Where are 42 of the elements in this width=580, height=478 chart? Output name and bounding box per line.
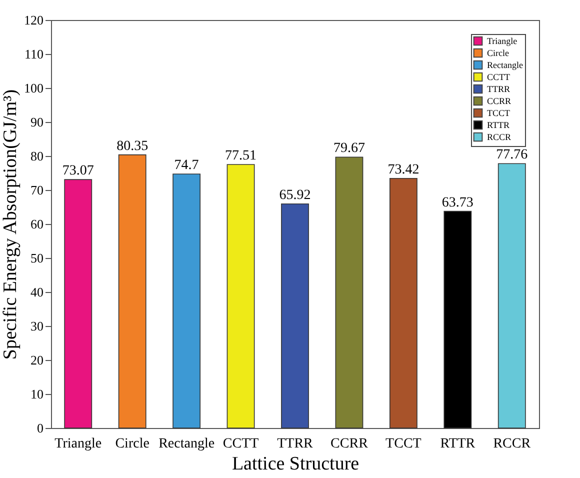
x-tick-label: RCCR [493,436,532,452]
y-tick-label: 40 [30,284,44,300]
y-tick-label: 0 [37,420,44,436]
legend-label: TTRR [487,84,510,94]
y-axis-title: Specific Energy Absorption(GJ/m³) [0,89,21,360]
x-tick-label: TTRR [277,436,314,452]
data-label: 73.07 [62,164,94,179]
legend-label: CCRR [487,96,512,106]
data-label: 79.67 [333,141,365,156]
legend-label: RTTR [487,120,510,130]
x-tick-label: RTTR [440,436,476,452]
legend-label: Rectangle [487,60,523,70]
data-label: 77.51 [225,148,257,164]
y-tick-label: 10 [30,386,44,402]
y-tick-label: 50 [30,250,44,266]
y-tick-label: 70 [30,182,44,198]
data-label: 77.76 [496,148,528,163]
legend-label: RCCR [487,132,512,142]
legend-label: Circle [487,48,509,58]
x-tick-label: Circle [115,436,150,452]
x-axis-title: Lattice Structure [232,454,360,474]
legend-label: Triangle [487,36,518,46]
x-tick-label: Rectangle [158,436,215,452]
data-label: 74.7 [174,158,199,174]
y-tick-label: 30 [30,318,44,334]
legend-label: TCCT [487,108,511,118]
y-tick-label: 90 [30,114,44,130]
data-label: 63.73 [442,195,474,210]
x-tick-label: Triangle [54,436,102,452]
x-tick-label: TCCT [386,436,422,452]
x-tick-label: CCTT [222,436,260,452]
data-label: 65.92 [279,188,311,203]
y-tick-label: 60 [30,216,44,232]
y-tick-label: 120 [24,12,44,28]
data-label: 80.35 [116,138,148,154]
data-label: 73.42 [388,162,420,178]
y-tick-label: 80 [30,148,44,164]
y-tick-label: 100 [24,80,44,96]
y-tick-label: 110 [24,46,44,62]
legend-label: CCTT [487,72,511,82]
y-tick-label: 20 [30,352,44,368]
x-tick-label: CCRR [330,436,369,452]
